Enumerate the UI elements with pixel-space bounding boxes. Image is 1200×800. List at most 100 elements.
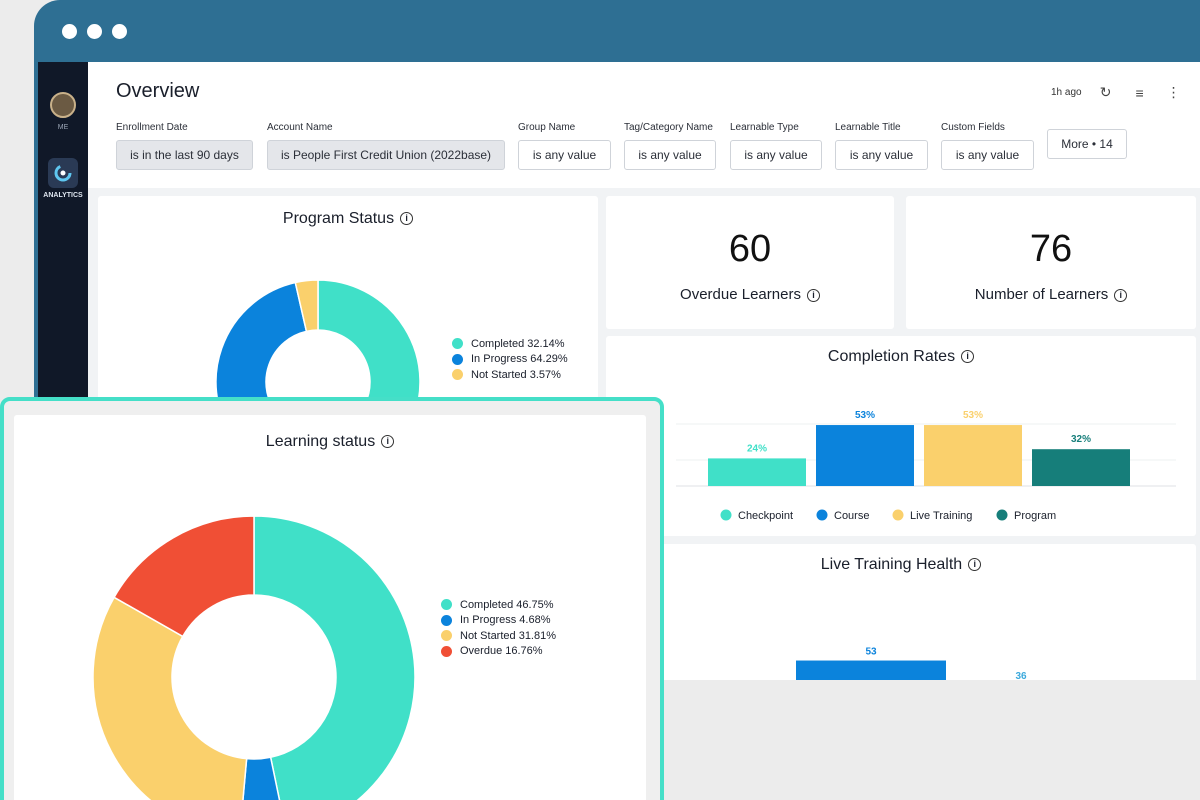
info-icon[interactable]: i [961,350,975,364]
filter-account-name: Account Name is People First Credit Unio… [267,122,505,170]
bar-live-training[interactable] [924,425,1022,486]
legend-label: Course [834,510,869,522]
page-header: Overview 1h ago ↻ ≡ ⋮ Enrollment Date is… [88,62,1200,188]
analytics-icon[interactable] [48,158,78,188]
filter-custom-fields: Custom Fields is any value [941,122,1034,170]
info-icon[interactable]: i [400,212,414,226]
card-title: Program Status i [98,210,598,228]
legend-swatch [452,369,463,381]
filter-value[interactable]: is People First Credit Union (2022base) [267,140,505,170]
pie-slice-completed[interactable] [253,515,416,800]
filter-value[interactable]: is in the last 90 days [116,140,253,170]
bar[interactable] [796,660,946,680]
more-filters-button[interactable]: More • 14 [1047,129,1127,159]
legend-swatch [441,599,452,611]
filter-label: Learnable Type [730,122,799,133]
live-training-health-card: Live Training Health i 53 36 30 [606,544,1196,680]
filter-label: Custom Fields [941,122,1005,133]
filter-value[interactable]: is any value [730,140,822,170]
legend-item: Completed 32.14% [452,336,568,352]
header-actions: 1h ago ↻ ≡ ⋮ [1051,84,1184,101]
program-status-card: Program Status i Completed 32.14% In Prog… [98,196,598,416]
card-title: Learning status i [14,433,646,451]
number-of-learners-value: 76 [1029,228,1073,270]
info-icon[interactable]: i [968,558,982,572]
bar-data-label: 53% [963,410,983,421]
filter-icon[interactable]: ≡ [1135,84,1144,101]
pie-slice-in-progress[interactable] [215,281,410,416]
legend-swatch [816,509,828,521]
legend-swatch [452,353,463,365]
legend-swatch [452,338,463,350]
window-dot-3[interactable] [112,24,127,39]
filter-value[interactable]: is any value [835,140,928,170]
program-status-chart [215,279,421,416]
program-status-title: Program Status [282,210,395,227]
learning-status-panel: Learning status i Completed 46.75% In Pro… [0,397,664,800]
filter-label: Account Name [267,122,333,133]
completion-rates-chart: 24% 53% 53% 32% Checkpoint Course Live Traini… [676,410,1176,522]
legend-label: Not Started 31.81% [460,629,557,642]
filter-group-name: Group Name is any value [518,122,611,170]
legend-label: In Progress 64.29% [471,353,568,366]
bar-data-label: 32% [1071,434,1091,445]
number-of-learners-label: Number of Learners i [906,286,1196,303]
avatar[interactable] [50,92,76,118]
live-training-health-title: Live Training Health [820,556,963,573]
filter-more: More • 14 [1047,122,1127,159]
legend-swatch [720,509,732,521]
legend-swatch [441,614,452,626]
info-icon[interactable]: i [381,435,395,449]
pie-slice-not-started[interactable] [294,279,319,333]
bar-course[interactable] [816,425,914,486]
legend-label: Completed 32.14% [471,337,565,350]
filter-value[interactable]: is any value [941,140,1034,170]
sidebar-item-me[interactable]: ME [57,124,69,131]
learning-status-chart [92,515,416,800]
filter-label: Enrollment Date [116,122,188,133]
refresh-icon[interactable]: ↻ [1099,84,1112,100]
number-of-learners-card: 76 Number of Learners i [906,196,1196,329]
last-updated: 1h ago [1051,87,1082,98]
bar-data-label: 53 [865,647,877,658]
legend-label: Program [1014,510,1056,522]
window-dot-1[interactable] [62,24,77,39]
legend-swatch [441,645,452,657]
filter-enrollment-date: Enrollment Date is in the last 90 days [116,122,253,170]
bar-data-label: 53% [855,410,875,421]
more-vertical-icon[interactable]: ⋮ [1166,84,1181,100]
bar-data-label: 24% [747,443,767,454]
completion-rates-title: Completion Rates [827,348,956,365]
stat-label-text: Number of Learners [974,286,1109,303]
info-icon[interactable]: i [1114,288,1128,302]
filter-value[interactable]: is any value [518,140,611,170]
bar-checkpoint[interactable] [708,458,806,486]
pie-slice-not-started[interactable] [92,596,248,800]
filter-tag-category: Tag/Category Name is any value [624,122,716,170]
filter-value[interactable]: is any value [624,140,716,170]
info-icon[interactable]: i [806,288,820,302]
bar-program[interactable] [1032,449,1130,486]
filter-learnable-title: Learnable Title is any value [835,122,928,170]
legend-item: Overdue 16.76% [441,644,556,660]
overdue-learners-card: 60 Overdue Learners i [606,196,894,329]
window-dot-2[interactable] [87,24,102,39]
legend-swatch [996,509,1008,521]
filter-label: Tag/Category Name [624,122,713,133]
card-title: Completion Rates i [606,348,1196,366]
sidebar-item-analytics[interactable]: ANALYTICS [43,192,83,199]
card-title: Live Training Health i [606,556,1196,574]
pie-slice-overdue[interactable] [113,515,255,638]
legend-label: In Progress 4.68% [460,614,551,627]
pie-slice-completed[interactable] [317,279,421,416]
legend-label: Checkpoint [738,510,793,522]
legend-swatch [892,509,904,521]
legend-item: Not Started 31.81% [441,628,556,644]
filter-label: Learnable Title [835,122,901,133]
program-status-legend: Completed 32.14% In Progress 64.29% Not … [452,336,568,383]
bar-data-label: 36 [1015,671,1027,680]
main-content: Overview 1h ago ↻ ≡ ⋮ Enrollment Date is… [88,62,1200,680]
stat-label-text: Overdue Learners [680,286,801,303]
filter-learnable-type: Learnable Type is any value [730,122,822,170]
